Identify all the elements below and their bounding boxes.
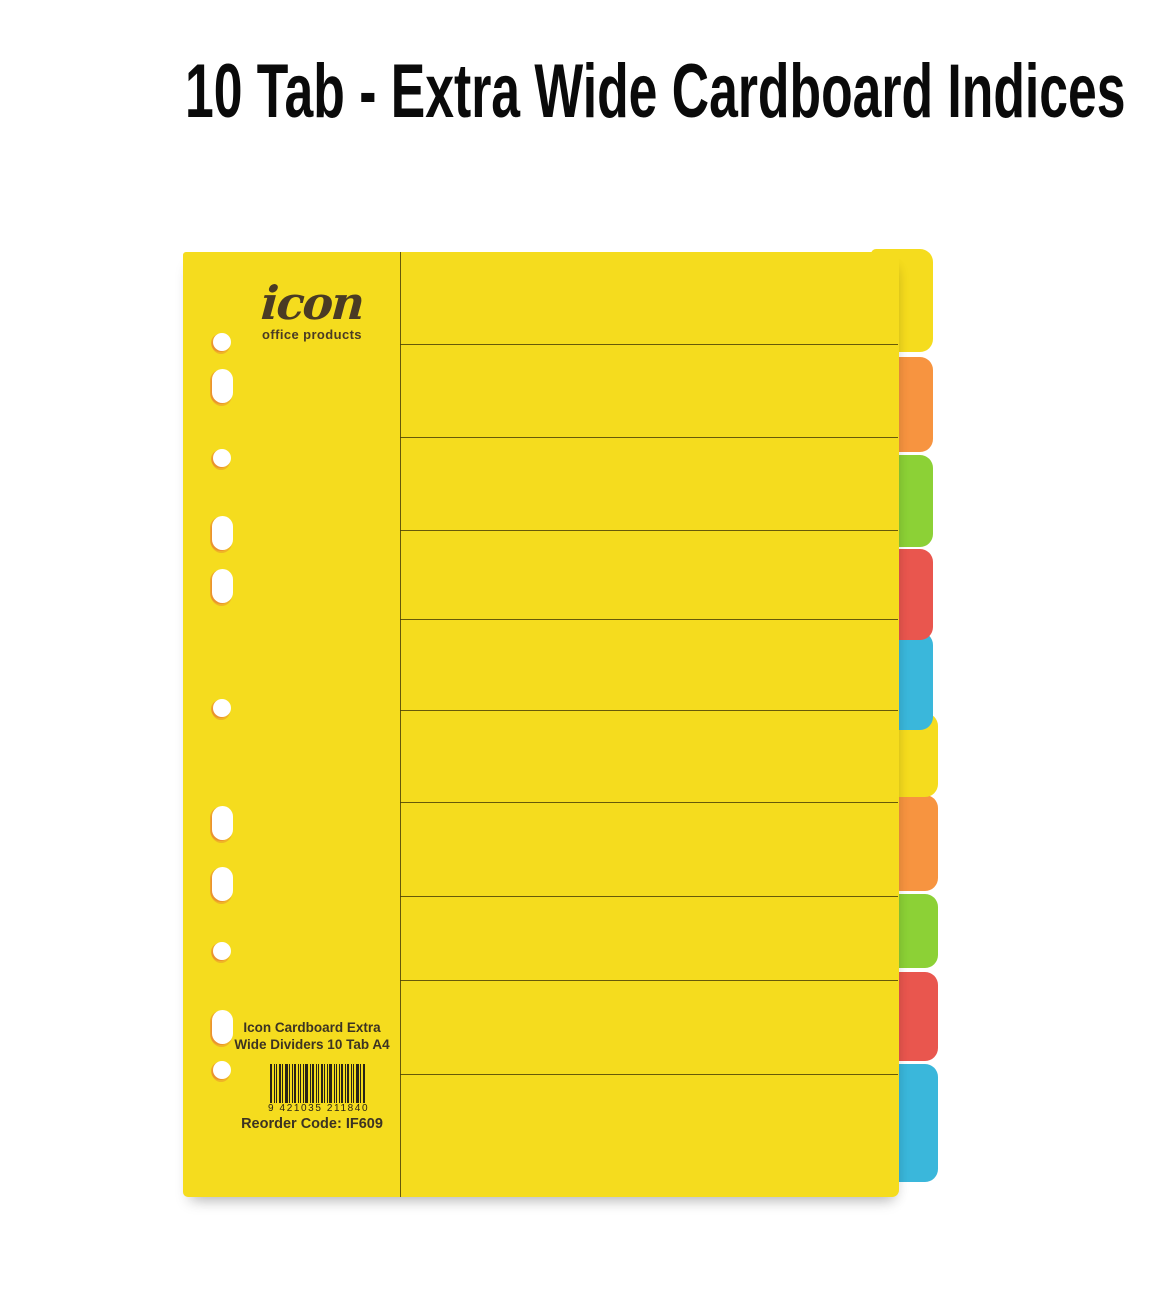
sheet-edge-line — [400, 530, 898, 531]
punch-hole-round — [213, 1061, 231, 1079]
barcode-number: 9 421035 211840 — [268, 1103, 370, 1114]
divider-product-image: icon office products Icon Cardboard Extr… — [183, 249, 955, 1212]
sheet-edge-line — [400, 802, 898, 803]
barcode-bar — [355, 1064, 359, 1103]
barcode-bar — [333, 1064, 335, 1103]
punch-hole-oval — [211, 569, 233, 603]
label-line-1: Icon Cardboard Extra — [243, 1020, 381, 1035]
barcode-bars — [268, 1064, 368, 1103]
brand-logo-text: icon — [259, 276, 365, 330]
sheet-edge-line — [400, 980, 898, 981]
brand-logo-tagline: office products — [262, 326, 362, 342]
punch-hole-round — [213, 699, 231, 717]
punch-hole-round — [213, 333, 231, 351]
barcode-bar — [282, 1064, 283, 1103]
fold-line — [400, 252, 401, 1197]
punch-hole-oval — [211, 516, 233, 550]
barcode-bar — [360, 1064, 361, 1103]
sheet-edge-line — [400, 619, 898, 620]
barcode-bar — [338, 1064, 340, 1103]
barcode-bar — [362, 1064, 365, 1103]
barcode-bar — [297, 1064, 299, 1103]
punch-hole-oval — [211, 1010, 233, 1044]
barcode-bar — [300, 1064, 301, 1103]
divider-body: icon office products Icon Cardboard Extr… — [183, 252, 899, 1197]
barcode-bar — [302, 1064, 304, 1103]
barcode-bar — [305, 1064, 308, 1103]
product-label: Icon Cardboard Extra Wide Dividers 10 Ta… — [212, 1020, 412, 1053]
sheet-edge-line — [400, 1074, 898, 1075]
sheet-edge-line — [400, 896, 898, 897]
barcode-bar — [336, 1064, 337, 1103]
punch-hole-oval — [211, 867, 233, 901]
barcode-bar — [326, 1064, 328, 1103]
barcode-bar — [289, 1064, 290, 1103]
barcode-bar — [341, 1064, 343, 1103]
sheet-edge-line — [400, 344, 898, 345]
barcode-bar — [350, 1064, 352, 1103]
barcode-bar — [312, 1064, 314, 1103]
punch-hole-round — [213, 449, 231, 467]
barcode-bar — [309, 1064, 311, 1103]
barcode-bar — [344, 1064, 346, 1103]
sheet-edge-line — [400, 437, 898, 438]
barcode: 9 421035 211840 — [268, 1064, 368, 1114]
punch-hole-round — [213, 942, 231, 960]
barcode-bar — [284, 1064, 288, 1103]
barcode-bar — [324, 1064, 325, 1103]
barcode-bar — [318, 1064, 319, 1103]
reorder-code: Reorder Code: IF609 — [241, 1116, 383, 1132]
punch-hole-oval — [211, 369, 233, 403]
barcode-bar — [329, 1064, 332, 1103]
barcode-bar — [273, 1064, 275, 1103]
barcode-bar — [278, 1064, 281, 1103]
label-line-2: Wide Dividers 10 Tab A4 — [234, 1036, 390, 1052]
punch-hole-oval — [211, 806, 233, 840]
barcode-bar — [320, 1064, 323, 1103]
barcode-bar — [347, 1064, 349, 1103]
barcode-bar — [291, 1064, 293, 1103]
brand-logo: icon office products — [212, 276, 412, 342]
barcode-bar — [315, 1064, 317, 1103]
barcode-bar — [294, 1064, 296, 1103]
barcode-bar — [353, 1064, 354, 1103]
barcode-bar — [276, 1064, 277, 1103]
sheet-edge-line — [400, 710, 898, 711]
barcode-bar — [270, 1064, 272, 1103]
page-title: 10 Tab - Extra Wide Cardboard Indices — [184, 49, 1126, 134]
